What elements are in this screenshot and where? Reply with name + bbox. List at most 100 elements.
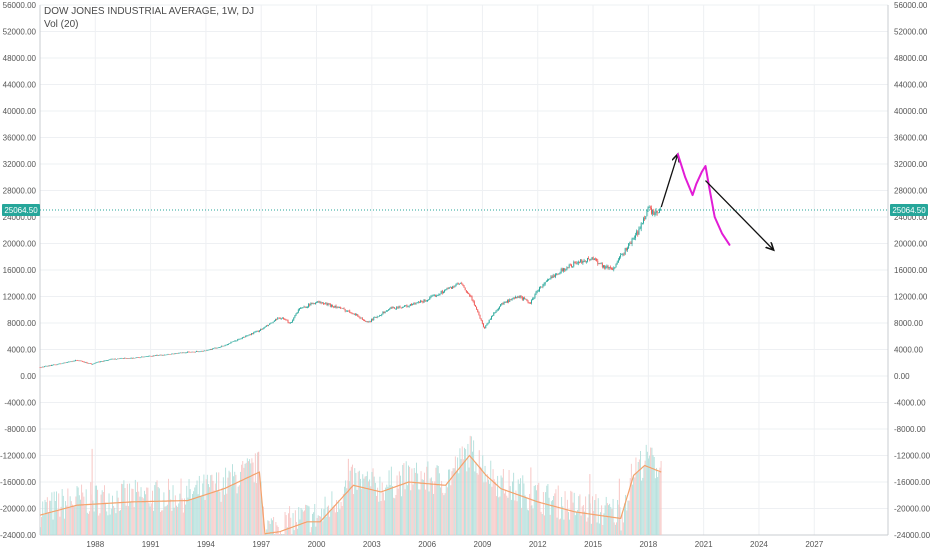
volume-bar xyxy=(600,512,601,535)
candle-body xyxy=(149,355,151,357)
candle-body xyxy=(544,282,546,285)
volume-bar xyxy=(64,518,65,535)
candle-body xyxy=(101,361,103,362)
candle-body xyxy=(282,317,284,320)
volume-bar xyxy=(433,493,435,535)
volume-bar xyxy=(587,517,589,535)
candle-body xyxy=(432,295,434,297)
x-tick-label: 2000 xyxy=(308,540,326,549)
candle-body xyxy=(291,322,292,323)
volume-bar xyxy=(74,506,76,535)
candle-body xyxy=(361,317,363,320)
volume-bar xyxy=(131,488,133,535)
volume-bar xyxy=(392,486,393,535)
candle-body xyxy=(239,338,241,340)
volume-bar xyxy=(126,483,128,535)
candle-body xyxy=(653,210,655,215)
volume-bar xyxy=(172,485,174,535)
y-tick-label-right: 48000.00 xyxy=(894,54,928,63)
drawing-arrow xyxy=(705,180,773,251)
candle-body xyxy=(422,301,424,303)
volume-bar xyxy=(373,476,375,535)
volume-bar xyxy=(252,462,254,535)
volume-bar xyxy=(446,487,448,535)
volume-bar xyxy=(164,506,166,535)
candle-body xyxy=(328,303,330,305)
volume-bar xyxy=(248,461,249,535)
volume-bar xyxy=(300,507,302,535)
volume-bar xyxy=(556,517,558,535)
candle-body xyxy=(289,322,291,324)
volume-bar xyxy=(285,515,287,535)
candle-body xyxy=(486,324,488,326)
volume-bar xyxy=(416,462,417,535)
candle-body xyxy=(343,308,345,310)
volume-bar xyxy=(531,505,533,535)
volume-bar xyxy=(156,480,158,535)
candle-body xyxy=(305,307,307,309)
volume-bar xyxy=(434,481,436,535)
volume-bar xyxy=(48,512,49,535)
y-tick-label-left: 36000.00 xyxy=(3,134,37,143)
volume-bar xyxy=(330,511,332,535)
candle-body xyxy=(318,301,320,303)
volume-bar xyxy=(638,459,640,535)
volume-bar xyxy=(212,480,214,535)
volume-bar xyxy=(294,510,296,535)
volume-bar xyxy=(288,513,289,535)
candle-body xyxy=(496,310,498,311)
volume-bar xyxy=(564,491,566,535)
candle-body xyxy=(255,331,257,333)
volume-bar xyxy=(283,534,285,535)
volume-bar xyxy=(518,483,520,535)
candle-body xyxy=(73,360,75,362)
volume-bar xyxy=(628,500,630,535)
candle-body xyxy=(102,361,104,362)
candle-body xyxy=(220,346,222,348)
candle-body xyxy=(198,351,200,353)
volume-bar xyxy=(120,510,121,535)
volume-spike-bar xyxy=(589,474,591,535)
volume-bar xyxy=(659,467,661,535)
x-tick-label: 2024 xyxy=(750,540,768,549)
candle-body xyxy=(396,307,398,309)
candle-body xyxy=(242,336,244,338)
candle-body xyxy=(93,363,95,365)
candle-body xyxy=(504,301,506,303)
candle-body xyxy=(47,365,49,367)
volume-bar xyxy=(561,497,563,535)
volume-bar xyxy=(422,479,424,535)
candle-body xyxy=(420,300,422,303)
volume-bar xyxy=(491,486,493,535)
candle-body xyxy=(622,254,624,255)
candle-body xyxy=(385,310,387,312)
volume-bar xyxy=(474,471,476,535)
y-tick-label-right: -8000.00 xyxy=(894,425,926,434)
candle-body xyxy=(405,305,407,306)
candle-body xyxy=(138,357,140,359)
volume-bar xyxy=(318,515,320,535)
volume-bar xyxy=(608,505,609,535)
candle-body xyxy=(188,351,190,353)
volume-bar xyxy=(114,507,116,535)
candle-body xyxy=(104,360,106,362)
candle-body xyxy=(258,330,260,332)
candle-body xyxy=(70,361,72,363)
candle-body xyxy=(280,318,282,320)
volume-bar xyxy=(540,511,542,535)
volume-bar xyxy=(381,482,383,535)
volume-bar xyxy=(150,503,152,535)
candle-body xyxy=(299,308,300,310)
candle-body xyxy=(237,339,239,341)
candle-body xyxy=(332,305,334,307)
candle-body xyxy=(268,324,270,326)
candle-body xyxy=(40,367,42,369)
x-tick-label: 2027 xyxy=(805,540,823,549)
volume-bar xyxy=(485,482,487,535)
y-tick-label-right: -12000.00 xyxy=(894,452,931,461)
candle-body xyxy=(484,326,486,329)
candle-body xyxy=(528,302,530,304)
volume-bar xyxy=(397,488,399,535)
volume-bar xyxy=(289,506,291,535)
